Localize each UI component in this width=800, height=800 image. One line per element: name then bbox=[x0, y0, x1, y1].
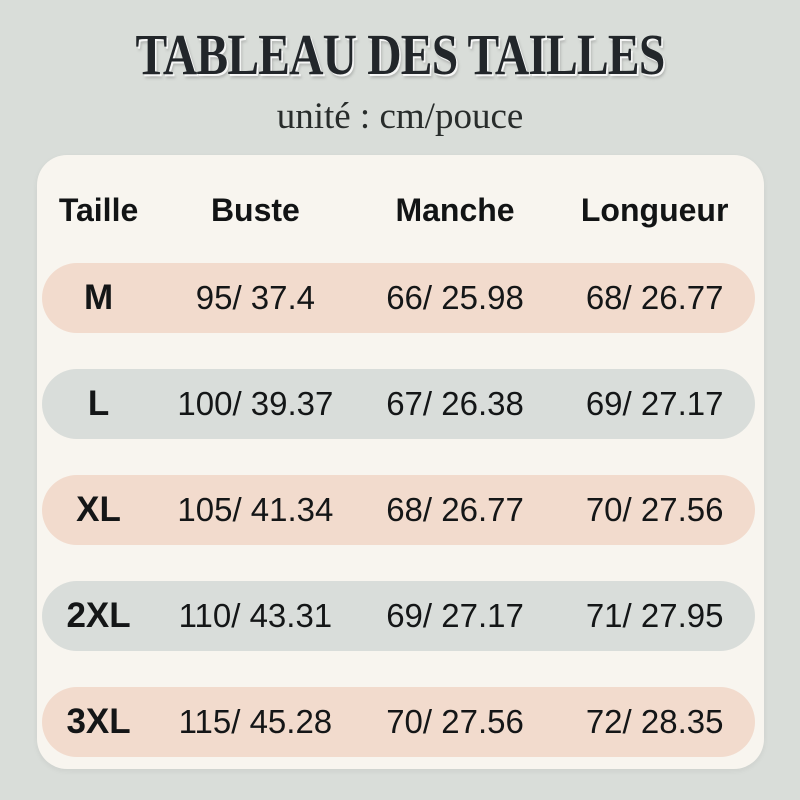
manche-cell: 70/ 27.56 bbox=[386, 703, 524, 740]
size-cell: XL bbox=[76, 490, 121, 529]
manche-cell: 69/ 27.17 bbox=[386, 597, 524, 634]
buste-cell: 105/ 41.34 bbox=[177, 491, 334, 528]
table-header-row: Taille Buste Manche Longueur bbox=[42, 185, 755, 235]
size-cell: 2XL bbox=[66, 596, 131, 635]
longueur-cell: 68/ 26.77 bbox=[585, 279, 724, 316]
manche-cell: 67/ 26.38 bbox=[386, 385, 524, 422]
column-header-taille: Taille bbox=[58, 191, 139, 228]
table-row-m: M 95/ 37.4 66/ 25.98 68/ 26.77 bbox=[41, 263, 755, 333]
buste-cell: 95/ 37.4 bbox=[195, 279, 316, 316]
size-table-panel: Taille Buste Manche Longueur M 95/ 37.4 … bbox=[36, 155, 764, 769]
table-row-l: L 100/ 39.37 67/ 26.38 69/ 27.17 bbox=[41, 369, 755, 439]
manche-cell: 68/ 26.77 bbox=[386, 491, 524, 528]
table-row-2xl: 2XL 110/ 43.31 69/ 27.17 71/ 27.95 bbox=[41, 581, 755, 651]
page-title: TABLEAU DES TAILLES bbox=[135, 22, 666, 87]
longueur-cell: 70/ 27.56 bbox=[585, 491, 724, 528]
column-header-buste: Buste bbox=[210, 191, 300, 228]
buste-cell: 100/ 39.37 bbox=[177, 385, 334, 422]
table-row-xl: XL 105/ 41.34 68/ 26.77 70/ 27.56 bbox=[41, 475, 755, 545]
column-header-manche: Manche bbox=[395, 191, 515, 228]
buste-cell: 110/ 43.31 bbox=[178, 597, 333, 634]
longueur-cell: 72/ 28.35 bbox=[585, 703, 724, 740]
longueur-cell: 71/ 27.95 bbox=[585, 597, 724, 634]
longueur-cell: 69/ 27.17 bbox=[585, 385, 724, 422]
unit-subtitle: unité : cm/pouce bbox=[276, 96, 524, 137]
table-row-3xl: 3XL 115/ 45.28 70/ 27.56 72/ 28.35 bbox=[41, 687, 755, 757]
size-cell: L bbox=[87, 384, 110, 423]
manche-cell: 66/ 25.98 bbox=[386, 279, 524, 316]
size-cell: 3XL bbox=[66, 702, 131, 741]
column-header-longueur: Longueur bbox=[580, 191, 729, 228]
buste-cell: 115/ 45.28 bbox=[178, 703, 333, 740]
size-cell: M bbox=[83, 278, 114, 317]
